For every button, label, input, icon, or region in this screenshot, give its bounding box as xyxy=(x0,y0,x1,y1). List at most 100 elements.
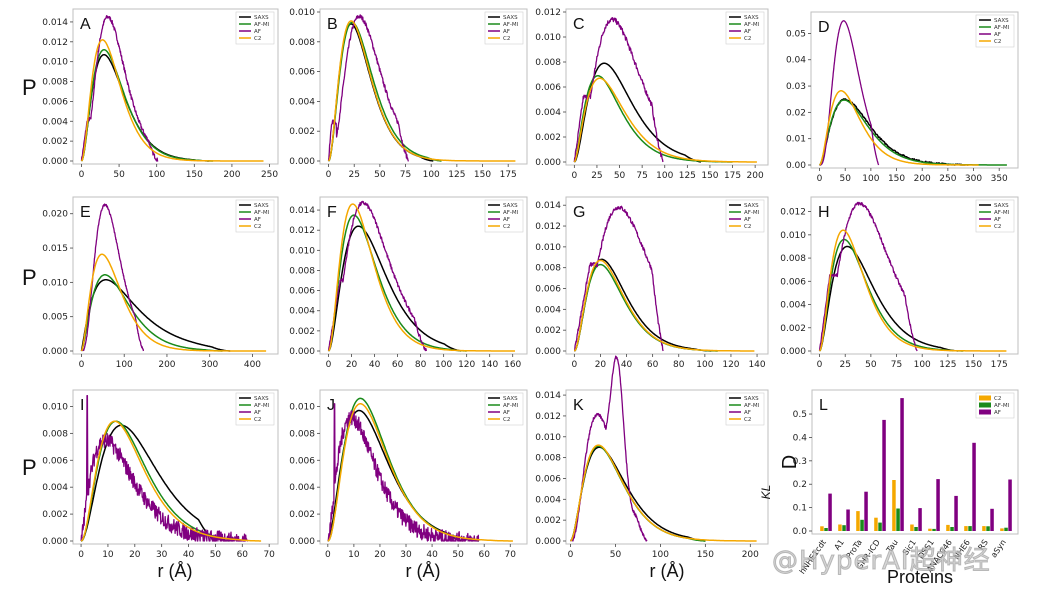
panel-f: 0.000 0.002 0.004 0.006 0.008 0.010 0.012 0.014… xyxy=(289,196,528,370)
x-tick-label: 50 xyxy=(374,170,386,180)
y-tick-label: 0.000 xyxy=(780,347,806,357)
y-tick-label: 0.04 xyxy=(786,56,806,66)
bar-c2 xyxy=(910,524,914,531)
y-tick-label: 0.2 xyxy=(793,480,807,490)
legend-label: AF-MI xyxy=(254,403,270,409)
x-tick-label: 50 xyxy=(610,550,622,560)
panel-label: C xyxy=(573,16,585,33)
legend-swatch-c2 xyxy=(979,395,991,401)
bar-af xyxy=(900,398,904,531)
x-tick-label: 20 xyxy=(346,360,358,370)
panel-label: G xyxy=(573,204,585,221)
bar-af xyxy=(882,419,886,531)
panel-e: 0.000 0.005 0.010 0.015 0.020 E 0 100 200 300 400 S… xyxy=(42,196,279,370)
legend-label: AF-MI xyxy=(994,403,1010,409)
x-tick-label: 350 xyxy=(991,174,1008,184)
y-tick-label: 0.006 xyxy=(289,68,315,78)
x-tick-label: 40 xyxy=(183,550,195,560)
x-tick-label: 40 xyxy=(621,360,633,370)
y-tick-label: 0.002 xyxy=(42,510,68,520)
x-tick-label: 200 xyxy=(742,550,759,560)
panel-label: D xyxy=(818,19,830,36)
y-tick-label: 0.004 xyxy=(289,97,315,107)
panel-c: 0.000 0.002 0.004 0.006 0.008 0.010 0.012 C 0 25 5… xyxy=(535,8,769,181)
y-tick-label: 0.010 xyxy=(289,402,315,412)
series-line-c2 xyxy=(819,90,979,166)
y-tick-label: 0.010 xyxy=(535,433,561,443)
legend-label: C2 xyxy=(994,39,1001,45)
y-tick-label: 0.004 xyxy=(289,483,315,493)
y-axis-label-subscript: KL xyxy=(759,485,773,500)
bar-af-mi xyxy=(932,528,936,531)
y-tick-label: 0.05 xyxy=(786,29,806,39)
series-line-af-mi xyxy=(328,214,467,352)
y-tick-label: 0.010 xyxy=(780,231,806,241)
x-axis-label: r (Å) xyxy=(158,561,193,581)
bar-c2 xyxy=(856,511,860,531)
legend-label: AF xyxy=(744,217,751,223)
y-tick-label: 0.010 xyxy=(42,402,68,412)
series-line-af-mi xyxy=(328,21,442,162)
y-tick-label: 0.000 xyxy=(42,537,68,547)
y-tick-label: 0.006 xyxy=(42,97,68,107)
legend-label: AF xyxy=(254,29,261,35)
x-tick-label: 0 xyxy=(79,360,85,370)
legend-label: C2 xyxy=(503,224,510,230)
series-line-c2 xyxy=(80,39,264,162)
panel-label: I xyxy=(80,397,84,414)
x-tick-label: 70 xyxy=(505,550,517,560)
y-tick-label: 0.012 xyxy=(780,208,806,218)
legend-label: AF xyxy=(503,217,510,223)
legend-label: C2 xyxy=(744,417,751,423)
y-tick-label: 0.000 xyxy=(42,157,68,167)
legend-label: AF-MI xyxy=(503,22,519,28)
y-tick-label: 0.010 xyxy=(289,8,315,18)
series-line-af xyxy=(80,15,159,162)
bar-af xyxy=(972,442,976,531)
y-tick-label: 0.000 xyxy=(42,347,68,357)
legend-label: SAXS xyxy=(994,18,1009,24)
x-tick-label: 250 xyxy=(261,170,278,180)
series-line-af xyxy=(327,200,428,352)
y-tick-label: 0.012 xyxy=(535,412,561,422)
series-line-saxs xyxy=(328,225,462,352)
x-tick-label: 0 xyxy=(568,550,574,560)
legend-label: AF-MI xyxy=(503,210,519,216)
y-tick-label: 0.3 xyxy=(793,457,807,467)
y-tick-label: 0.010 xyxy=(42,58,68,68)
x-tick-label: 0 xyxy=(571,171,577,181)
x-tick-label: 175 xyxy=(500,170,517,180)
y-tick-label: 0.002 xyxy=(535,133,561,143)
series-line-saxs xyxy=(573,62,702,163)
x-tick-label: 100 xyxy=(435,360,452,370)
legend-label: C2 xyxy=(254,36,261,42)
bar-af xyxy=(954,495,958,531)
legend-label: C2 xyxy=(994,224,1001,230)
panel-label: F xyxy=(327,204,337,221)
y-tick-label: 0.008 xyxy=(42,78,68,88)
legend-label: AF xyxy=(994,217,1001,223)
series-line-af xyxy=(80,203,145,352)
legend-label: AF xyxy=(744,410,751,416)
y-tick-label: 0.006 xyxy=(289,287,315,297)
x-tick-label: 250 xyxy=(939,174,956,184)
bar-c2 xyxy=(1000,528,1004,531)
y-tick-label: 0.005 xyxy=(42,313,68,323)
legend-label: SAXS xyxy=(254,203,269,209)
y-tick-label: 0.008 xyxy=(289,266,315,276)
y-tick-label: 0.02 xyxy=(786,108,806,118)
x-tick-label: 100 xyxy=(652,550,669,560)
y-tick-label: 0.5 xyxy=(793,410,807,420)
bar-af xyxy=(990,508,994,531)
panel-i: 0.000 0.002 0.004 0.006 0.008 0.010 I 0 10 20 30 40… xyxy=(42,389,279,560)
y-tick-label: 0.012 xyxy=(535,8,561,18)
y-tick-label: 0.000 xyxy=(535,158,561,168)
y-tick-label: 0.014 xyxy=(42,18,68,28)
bar-c2 xyxy=(982,526,986,531)
y-tick-label: 0.002 xyxy=(535,516,561,526)
x-tick-label: 20 xyxy=(129,550,141,560)
